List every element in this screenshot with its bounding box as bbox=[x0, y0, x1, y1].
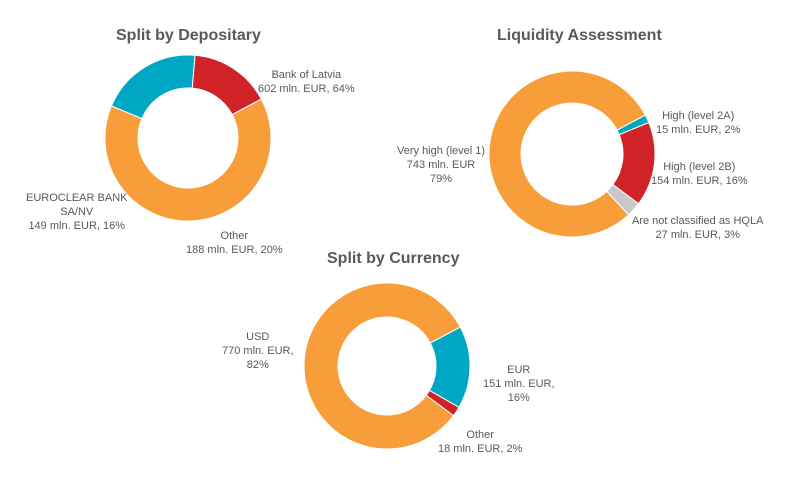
label-very-high-1: Very high (level 1) 743 mln. EUR 79% bbox=[397, 145, 486, 185]
slice-1-very-high-level-1 bbox=[488, 70, 646, 238]
label-depositary-other: Other 188 mln. EUR, 20% bbox=[186, 230, 283, 256]
label-high-2a: High (level 2A) 15 mln. EUR, 2% bbox=[656, 110, 741, 136]
label-high-2b: High (level 2B) 154 mln. EUR, 16% bbox=[651, 161, 748, 187]
slice-0-other bbox=[110, 54, 196, 120]
chart-title-depositary: Split by Depositary bbox=[116, 27, 261, 44]
label-currency-other: Other 18 mln. EUR, 2% bbox=[438, 429, 523, 455]
label-currency-usd: USD 770 mln. EUR, 82% bbox=[222, 331, 294, 371]
label-euroclear: EUROCLEAR BANK SA/NV 149 mln. EUR, 16% bbox=[26, 192, 128, 232]
label-bank-of-latvia: Bank of Latvia 602 mln. EUR, 64% bbox=[258, 69, 355, 95]
slice-0-euroclear-bank-sa-nv bbox=[191, 54, 262, 116]
chart-title-liquidity: Liquidity Assessment bbox=[497, 27, 662, 44]
label-currency-eur: EUR 151 mln. EUR, 16% bbox=[483, 364, 555, 404]
chart-title-currency: Split by Currency bbox=[327, 250, 460, 267]
label-not-hqla: Are not classified as HQLA 27 mln. EUR, … bbox=[632, 215, 764, 241]
slice-2-usd bbox=[303, 282, 461, 450]
slice-0-bank-of-latvia bbox=[104, 98, 272, 222]
